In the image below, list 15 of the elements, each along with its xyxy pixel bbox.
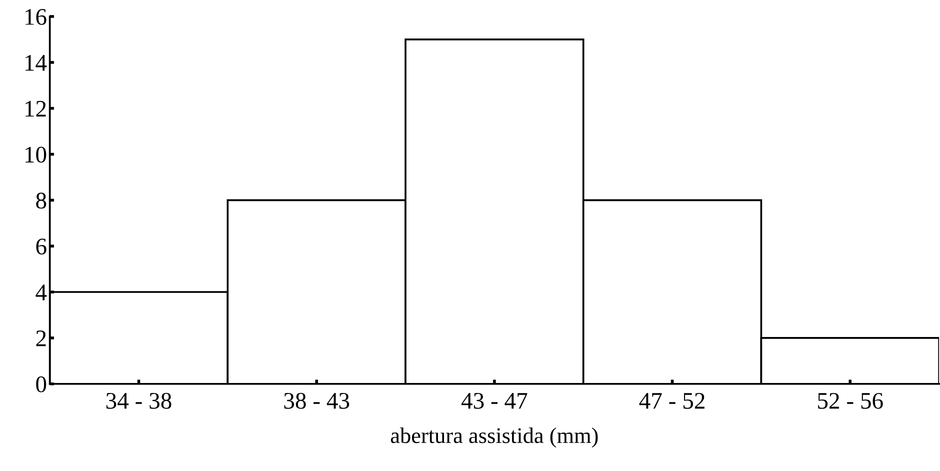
x-axis-title: abertura assistida (mm)	[390, 428, 598, 448]
y-tick-label: 6	[36, 238, 46, 255]
x-tick-label: 43 - 47	[461, 392, 528, 409]
y-tick-label: 2	[36, 330, 46, 346]
y-tick-label: 4	[36, 284, 47, 300]
x-tick-label: 38 - 43	[284, 392, 350, 409]
y-tick-label: 12	[26, 100, 46, 117]
x-tick-label: 47 - 52	[639, 392, 704, 409]
y-tick-label: 14	[26, 55, 47, 71]
y-tick-label: 0	[36, 376, 46, 392]
y-tick-label: 10	[26, 146, 46, 163]
x-tick-label: 34 - 38	[106, 392, 172, 409]
y-tick-label: 8	[36, 192, 46, 209]
x-tick-label: 52 - 56	[818, 392, 883, 409]
y-tick-label: 16	[26, 9, 46, 25]
